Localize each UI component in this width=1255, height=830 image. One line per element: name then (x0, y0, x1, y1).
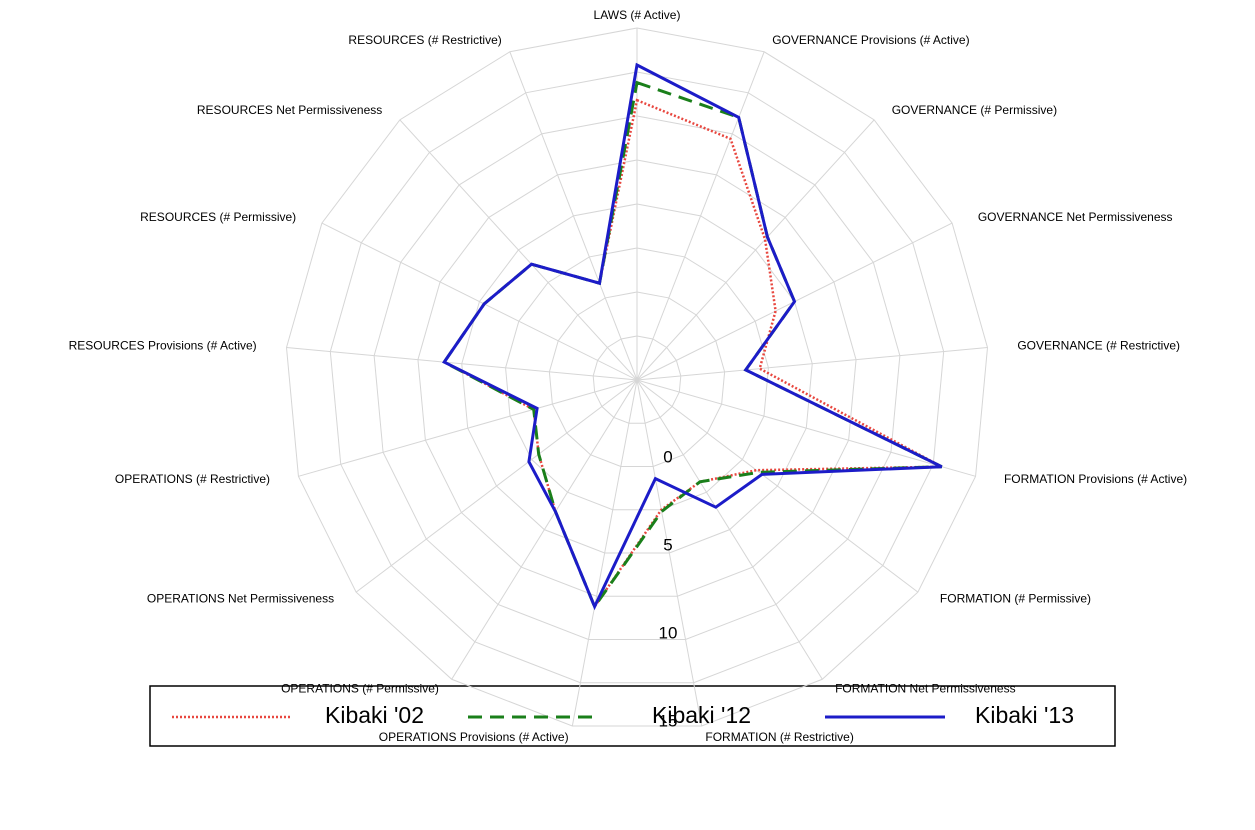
spoke (451, 379, 638, 680)
r-tick-label: 10 (659, 623, 678, 642)
legend-label: Kibaki '12 (652, 702, 751, 728)
axis-label: GOVERNANCE (# Permissive) (892, 103, 1057, 117)
r-tick-label: 15 (659, 711, 678, 730)
axis-label: GOVERNANCE Provisions (# Active) (772, 33, 969, 47)
grid-ring (505, 247, 769, 511)
spoke (286, 347, 638, 381)
spoke (298, 379, 638, 477)
axis-label: LAWS (# Active) (594, 8, 681, 22)
axis-label: OPERATIONS (# Permissive) (281, 682, 439, 696)
spoke (571, 379, 638, 727)
axis-label: RESOURCES Provisions (# Active) (69, 339, 257, 353)
axis-label: OPERATIONS (# Restrictive) (115, 472, 270, 486)
grid-ring (592, 335, 682, 424)
spoke (636, 379, 823, 680)
r-tick-label: 0 (663, 447, 672, 466)
axis-label: FORMATION (# Permissive) (940, 592, 1091, 606)
axis-label: RESOURCES (# Permissive) (140, 210, 296, 224)
legend-label: Kibaki '02 (325, 702, 424, 728)
r-tick-label: 5 (663, 535, 672, 554)
grid-ring (417, 159, 857, 597)
grid-ring (548, 291, 726, 468)
spoke (636, 379, 976, 477)
spoke (636, 119, 875, 381)
axis-label: OPERATIONS Net Permissiveness (147, 592, 334, 606)
spoke (399, 119, 638, 381)
series-line (442, 98, 947, 610)
axis-label: RESOURCES Net Permissiveness (197, 103, 382, 117)
spoke (355, 379, 638, 593)
axis-label: RESOURCES (# Restrictive) (348, 33, 501, 47)
grid-ring (285, 27, 989, 727)
spoke (509, 51, 638, 381)
axis-label: OPERATIONS Provisions (# Active) (379, 730, 569, 744)
grid-ring (329, 71, 945, 684)
spoke (636, 51, 765, 381)
series-line (442, 80, 943, 610)
spoke (636, 347, 988, 381)
spoke (321, 222, 638, 381)
axis-label: FORMATION Net Permissiveness (835, 682, 1015, 696)
grid-ring (461, 203, 813, 554)
legend-label: Kibaki '13 (975, 702, 1074, 728)
spoke (636, 379, 703, 727)
series-line (441, 62, 943, 611)
grid-ring (373, 115, 901, 641)
axis-label: FORMATION Provisions (# Active) (1004, 472, 1187, 486)
axis-label: FORMATION (# Restrictive) (705, 730, 853, 744)
spoke (636, 379, 919, 593)
legend-box (149, 685, 1116, 747)
axis-label: GOVERNANCE Net Permissiveness (978, 210, 1173, 224)
axis-label: GOVERNANCE (# Restrictive) (1017, 339, 1180, 353)
